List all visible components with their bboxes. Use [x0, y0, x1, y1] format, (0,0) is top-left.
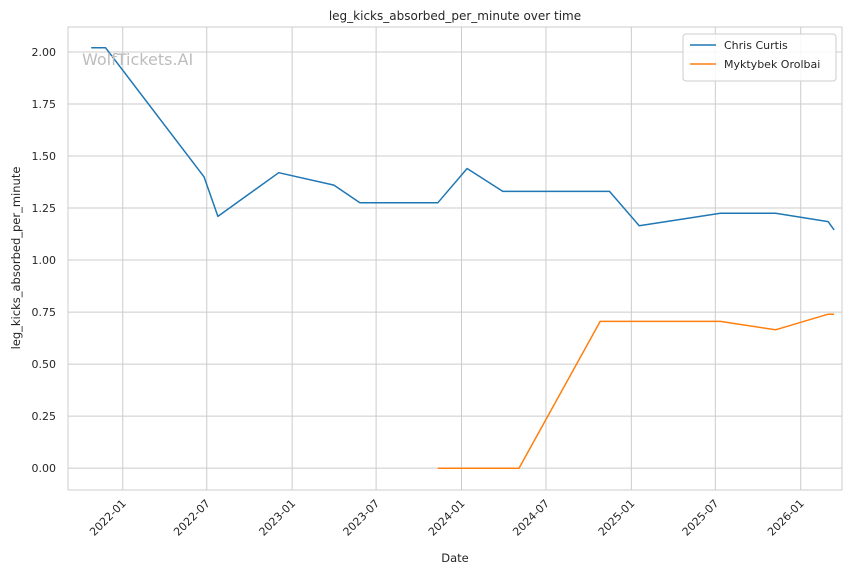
- legend-label-chris-curtis: Chris Curtis: [724, 39, 788, 52]
- y-tick-label: 0.00: [32, 462, 57, 475]
- y-tick-label: 0.75: [32, 306, 57, 319]
- y-tick-label: 1.50: [32, 150, 57, 163]
- x-tick-label: 2025-07: [680, 497, 722, 539]
- y-tick-label: 1.75: [32, 98, 57, 111]
- y-tick-label: 1.00: [32, 254, 57, 267]
- chart-title: leg_kicks_absorbed_per_minute over time: [329, 9, 581, 23]
- series-line-myktybek-orolbai: [437, 313, 835, 469]
- y-tick-label: 2.00: [32, 46, 57, 59]
- watermark: WolfTickets.AI: [82, 50, 193, 69]
- plot-area: [67, 26, 843, 491]
- y-tick-label: 0.25: [32, 410, 57, 423]
- legend-box: [682, 33, 837, 82]
- y-tick-label: 1.25: [32, 202, 57, 215]
- series-line-chris-curtis: [91, 47, 835, 231]
- x-tick-label: 2023-01: [257, 497, 299, 539]
- x-tick-label: 2023-07: [341, 497, 383, 539]
- y-axis-title: leg_kicks_absorbed_per_minute: [9, 167, 23, 350]
- legend-label-myktybek-orolbai: Myktybek Orolbai: [724, 58, 820, 71]
- x-tick-label: 2026-01: [765, 497, 807, 539]
- legend: Chris Curtis Myktybek Orolbai: [682, 33, 837, 82]
- grid-lines: [68, 27, 842, 490]
- x-tick-label: 2022-01: [87, 497, 129, 539]
- y-tick-label: 0.50: [32, 358, 57, 371]
- x-tick-label: 2024-01: [426, 497, 468, 539]
- x-axis-title: Date: [441, 551, 469, 565]
- series-lines: [91, 47, 835, 469]
- x-tick-label: 2025-01: [596, 497, 638, 539]
- x-tick-label: 2022-07: [171, 497, 213, 539]
- x-tick-label: 2024-07: [510, 497, 552, 539]
